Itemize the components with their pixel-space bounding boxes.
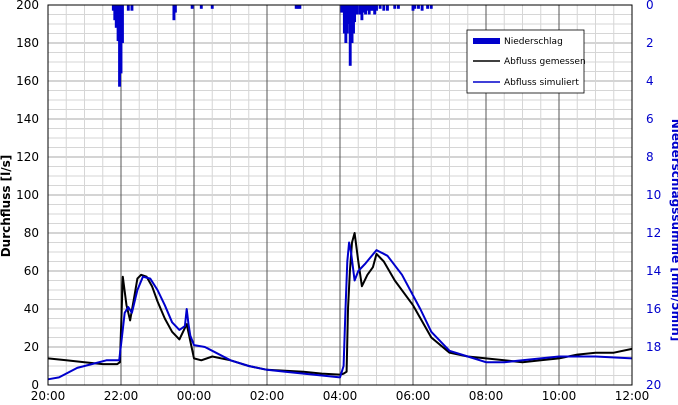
y2-tick-label: 14 [646, 264, 661, 278]
rain-bar [360, 5, 364, 21]
x-tick-label: 10:00 [542, 389, 577, 403]
legend-label-rain: Niederschlag [504, 37, 563, 47]
rain-bar [210, 5, 214, 9]
rain-bar [340, 5, 344, 13]
series-line-simulated [47, 241, 633, 381]
y2-tick-label: 8 [646, 150, 654, 164]
y2-tick-label: 20 [646, 378, 661, 392]
rain-bar [126, 5, 130, 11]
x-tick-label: 08:00 [469, 389, 504, 403]
rain-bar [119, 5, 123, 74]
rain-bar [378, 5, 382, 9]
rain-bar [118, 5, 121, 87]
y-axis-label: Durchfluss [l/s] [0, 155, 13, 258]
legend-label-measured: Abfluss gemessen [504, 57, 586, 67]
y-tick-label: 80 [24, 226, 39, 240]
rain-bar [396, 5, 400, 9]
y2-tick-label: 4 [646, 74, 654, 88]
rain-bar [365, 5, 369, 11]
rain-bar [199, 5, 203, 9]
y-tick-label: 0 [31, 378, 39, 392]
legend-swatch-rain [473, 38, 500, 44]
x-tick-label: 06:00 [396, 389, 431, 403]
rain-bar [426, 5, 430, 9]
legend-label-simulated: Abfluss simuliert [504, 78, 579, 88]
y2-tick-label: 16 [646, 302, 661, 316]
rain-bar [375, 5, 378, 11]
rain-bar [296, 5, 300, 9]
x-tick-label: 00:00 [177, 389, 212, 403]
x-tick-label: 20:00 [31, 389, 66, 403]
rain-bar [413, 5, 417, 9]
rain-bar [298, 5, 302, 9]
plot-frame [47, 4, 633, 386]
rain-bar [173, 5, 177, 13]
legend: Niederschlag Abfluss gemessen Abfluss si… [466, 29, 586, 94]
rain-bar [342, 5, 346, 34]
rain-bar [417, 5, 420, 9]
x-tick-label: 22:00 [104, 389, 139, 403]
rain-bar [367, 5, 371, 15]
rain-bar [362, 5, 366, 13]
rain-bar [121, 5, 124, 43]
rain-bar [344, 5, 348, 43]
y2-tick-label: 10 [646, 188, 661, 202]
rain-bar [358, 5, 362, 15]
rain-bar [190, 5, 194, 9]
rain-bar [114, 5, 118, 28]
y2-tick-label: 18 [646, 340, 661, 354]
rain-bar [386, 5, 389, 11]
rain-bar [113, 5, 117, 21]
x-tick-label: 04:00 [323, 389, 358, 403]
rain-bar [373, 5, 377, 15]
rain-bar [429, 5, 433, 9]
rain-bar [345, 5, 349, 34]
y-tick-label: 20 [24, 340, 39, 354]
y2-tick-label: 2 [646, 36, 654, 50]
y2-tick-label: 12 [646, 226, 661, 240]
y2-tick-label: 6 [646, 112, 654, 126]
x-tick-label: 12:00 [615, 389, 650, 403]
flow-lines [47, 232, 633, 381]
x-tick-label: 02:00 [250, 389, 285, 403]
y-tick-label: 40 [24, 302, 39, 316]
rain-bar [355, 5, 359, 15]
rain-bar [369, 5, 373, 11]
x-tick-labels: 20:00 22:00 00:00 02:00 04:00 06:00 08:00 10:00… [31, 389, 650, 403]
y-tick-label: 60 [24, 264, 39, 278]
rain-bar [294, 5, 298, 9]
rain-bar [116, 5, 120, 42]
rain-bar [348, 5, 352, 66]
rain-bar [111, 5, 115, 11]
y2-tick-label: 0 [646, 0, 654, 12]
y-tick-label: 200 [16, 0, 39, 12]
rain-bar [382, 5, 386, 11]
y-tick-label: 180 [16, 36, 39, 50]
rain-bar [350, 5, 354, 43]
y-tick-label: 140 [16, 112, 39, 126]
y-tick-label: 160 [16, 74, 39, 88]
rain-bar [353, 5, 357, 23]
rain-bar [347, 5, 351, 24]
rain-bar [130, 5, 134, 11]
rain-bar [371, 5, 375, 11]
y-tick-label: 120 [16, 150, 39, 164]
y2-tick-labels: 0 2 4 6 8 10 12 14 16 18 20 [646, 0, 661, 392]
rain-bar [172, 5, 176, 21]
y-tick-labels: 0 20 40 60 80 100 120 140 160 180 200 [16, 0, 39, 392]
rain-bars [111, 5, 433, 87]
rain-bar [411, 5, 415, 11]
rain-bar [393, 5, 397, 9]
y-tick-label: 100 [16, 188, 39, 202]
rain-bar [420, 5, 424, 11]
rain-bar [364, 5, 367, 15]
y2-axis-label: Niederschlagssumme [mm/5min] [669, 119, 678, 342]
